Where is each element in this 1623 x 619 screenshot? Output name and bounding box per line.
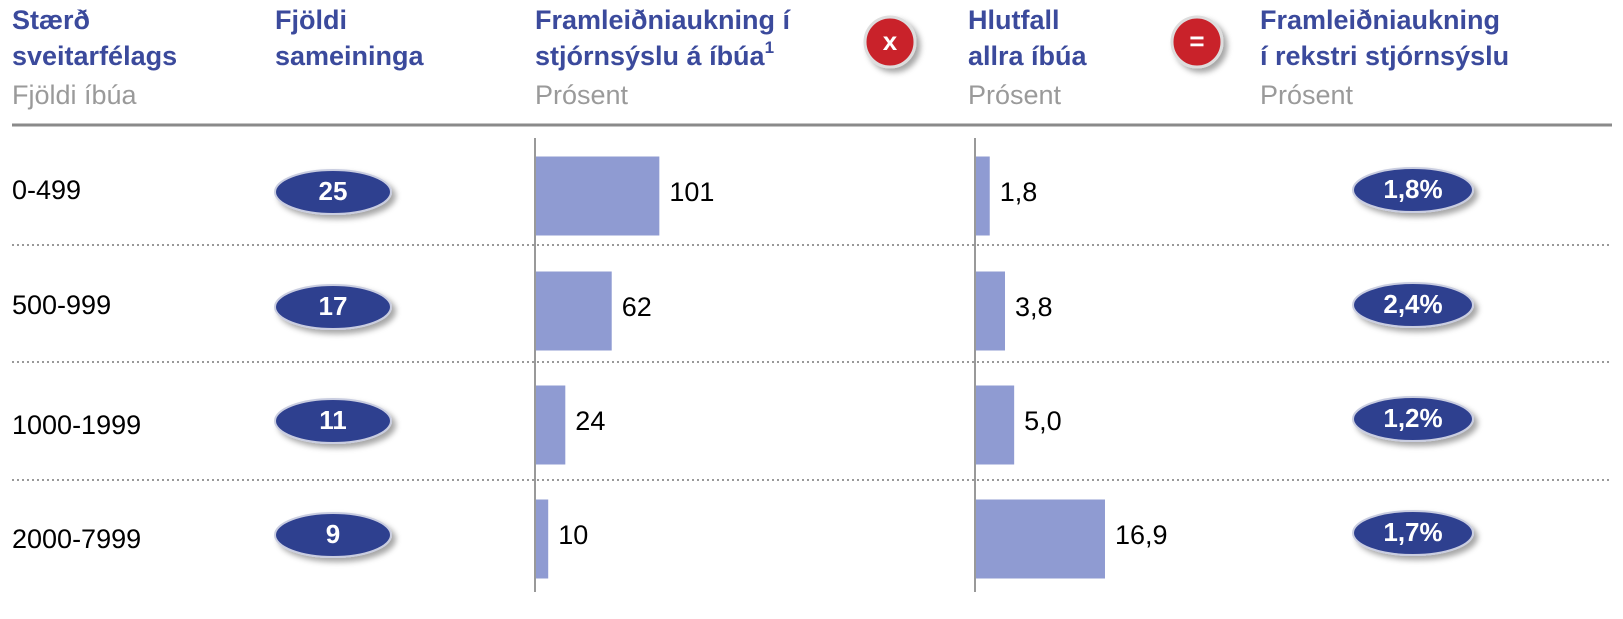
merger-count: 9: [326, 519, 340, 549]
merger-pill: [274, 169, 392, 215]
bar: [976, 385, 1015, 465]
category: 2000-7999: [12, 524, 141, 554]
column-title: Stærð: [12, 5, 90, 35]
column-unit: Prósent: [1260, 80, 1354, 110]
bar: [536, 499, 549, 579]
merger-count: 25: [319, 176, 348, 206]
value-label: 1,8: [1000, 177, 1038, 207]
category: 1000-1999: [12, 410, 141, 440]
merger-pill: [274, 512, 392, 558]
result-label: 1,8%: [1383, 174, 1442, 204]
bar: [976, 271, 1006, 351]
column-title: í rekstri stjórnsýslu: [1260, 41, 1509, 71]
result-pill: [1352, 396, 1474, 442]
column-title: Fjöldi: [275, 5, 347, 35]
operator-circle: [1170, 15, 1224, 69]
column-title: allra íbúa: [968, 41, 1088, 71]
category: 0-499: [12, 175, 81, 205]
column-title: Framleiðniaukning í: [535, 5, 792, 35]
bar: [976, 156, 990, 236]
value-label: 10: [558, 520, 588, 550]
value-label: 24: [575, 406, 605, 436]
bar: [536, 271, 612, 351]
bar: [536, 156, 660, 236]
value-label: 62: [622, 292, 652, 322]
value-label: 101: [669, 177, 714, 207]
column-unit: Prósent: [535, 80, 629, 110]
column-title: Hlutfall: [968, 5, 1060, 35]
merger-pill: [274, 284, 392, 330]
merger-pill: [274, 398, 392, 444]
merger-count: 17: [319, 291, 348, 321]
column-unit: Prósent: [968, 80, 1062, 110]
column-title: stjórnsýslu á íbúa1: [535, 38, 774, 71]
column-unit: Fjöldi íbúa: [12, 80, 138, 110]
merger-count: 11: [319, 405, 347, 435]
value-label: 16,9: [1115, 520, 1168, 550]
column-title: sveitarfélags: [12, 41, 177, 71]
result-label: 2,4%: [1383, 289, 1442, 319]
result-label: 1,7%: [1383, 517, 1442, 547]
bar: [536, 385, 566, 465]
category: 500-999: [12, 290, 111, 320]
value-label: 5,0: [1024, 406, 1062, 436]
result-pill: [1352, 510, 1474, 556]
result-pill: [1352, 167, 1474, 213]
bar: [976, 499, 1105, 579]
footnote: 1: [765, 38, 774, 57]
result-pill: [1352, 282, 1474, 328]
column-title: sameininga: [275, 41, 425, 71]
column-title: Framleiðniaukning: [1260, 5, 1500, 35]
operator: x: [883, 26, 898, 56]
operator: =: [1189, 26, 1204, 56]
operator-circle: [863, 15, 917, 69]
value-label: 3,8: [1015, 292, 1053, 322]
result-label: 1,2%: [1383, 403, 1442, 433]
